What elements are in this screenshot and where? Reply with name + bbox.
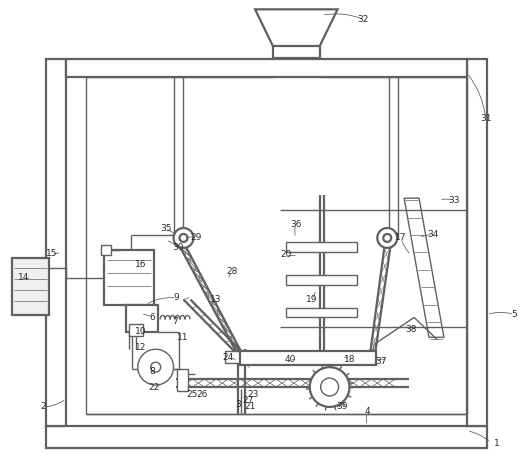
Text: 21: 21 — [244, 403, 256, 411]
Text: 16: 16 — [135, 260, 147, 269]
Text: 38: 38 — [405, 325, 417, 334]
Circle shape — [310, 367, 349, 407]
Bar — [225, 351, 253, 363]
Text: 10: 10 — [135, 327, 147, 336]
Text: 27: 27 — [243, 397, 254, 405]
Text: 32: 32 — [358, 15, 369, 24]
Text: 4: 4 — [365, 407, 370, 416]
Bar — [286, 275, 357, 285]
Text: 13: 13 — [210, 295, 221, 304]
Text: 36: 36 — [290, 219, 302, 229]
Text: 15: 15 — [46, 249, 57, 258]
Text: 31: 31 — [480, 114, 491, 123]
Text: 35: 35 — [160, 224, 172, 233]
Text: 22: 22 — [148, 382, 159, 392]
Bar — [286, 242, 357, 252]
Circle shape — [174, 228, 193, 248]
Text: 30: 30 — [172, 243, 183, 252]
Text: 17: 17 — [396, 234, 407, 242]
Text: 33: 33 — [448, 196, 460, 205]
Text: 28: 28 — [227, 267, 238, 276]
Bar — [46, 426, 486, 447]
Bar — [286, 307, 357, 317]
Text: 29: 29 — [191, 234, 202, 242]
Bar — [467, 59, 486, 426]
Text: 12: 12 — [135, 343, 147, 352]
Circle shape — [378, 228, 397, 248]
Bar — [129, 324, 143, 336]
Text: 34: 34 — [427, 230, 439, 240]
Text: 37: 37 — [375, 357, 387, 365]
Text: 25: 25 — [187, 391, 198, 399]
Circle shape — [151, 362, 161, 372]
Bar — [176, 369, 189, 391]
Text: 11: 11 — [177, 333, 189, 342]
Text: 39: 39 — [337, 403, 348, 411]
Polygon shape — [255, 9, 338, 46]
Circle shape — [321, 378, 339, 396]
Bar — [12, 258, 49, 316]
Polygon shape — [404, 198, 444, 338]
Text: 26: 26 — [196, 391, 208, 399]
Text: 14: 14 — [18, 273, 29, 282]
Circle shape — [138, 349, 174, 385]
Text: 18: 18 — [344, 354, 355, 364]
Bar — [273, 46, 320, 58]
Text: 19: 19 — [306, 295, 318, 304]
Text: 7: 7 — [173, 317, 178, 326]
Bar — [126, 305, 158, 333]
Bar — [104, 250, 153, 305]
Circle shape — [383, 234, 391, 242]
Text: 8: 8 — [150, 367, 156, 376]
Bar — [240, 351, 376, 365]
Text: 40: 40 — [284, 354, 296, 364]
Text: 23: 23 — [247, 391, 259, 399]
Text: 1: 1 — [494, 439, 500, 448]
Text: 6: 6 — [150, 313, 156, 322]
Text: 20: 20 — [280, 251, 292, 259]
Text: 24: 24 — [222, 353, 234, 362]
Text: 9: 9 — [174, 293, 179, 302]
Text: 3: 3 — [235, 400, 241, 409]
Circle shape — [179, 234, 187, 242]
Bar — [66, 59, 467, 77]
Bar — [46, 59, 66, 426]
Bar — [101, 245, 111, 255]
Text: 2: 2 — [40, 403, 46, 411]
Text: 5: 5 — [511, 310, 517, 319]
